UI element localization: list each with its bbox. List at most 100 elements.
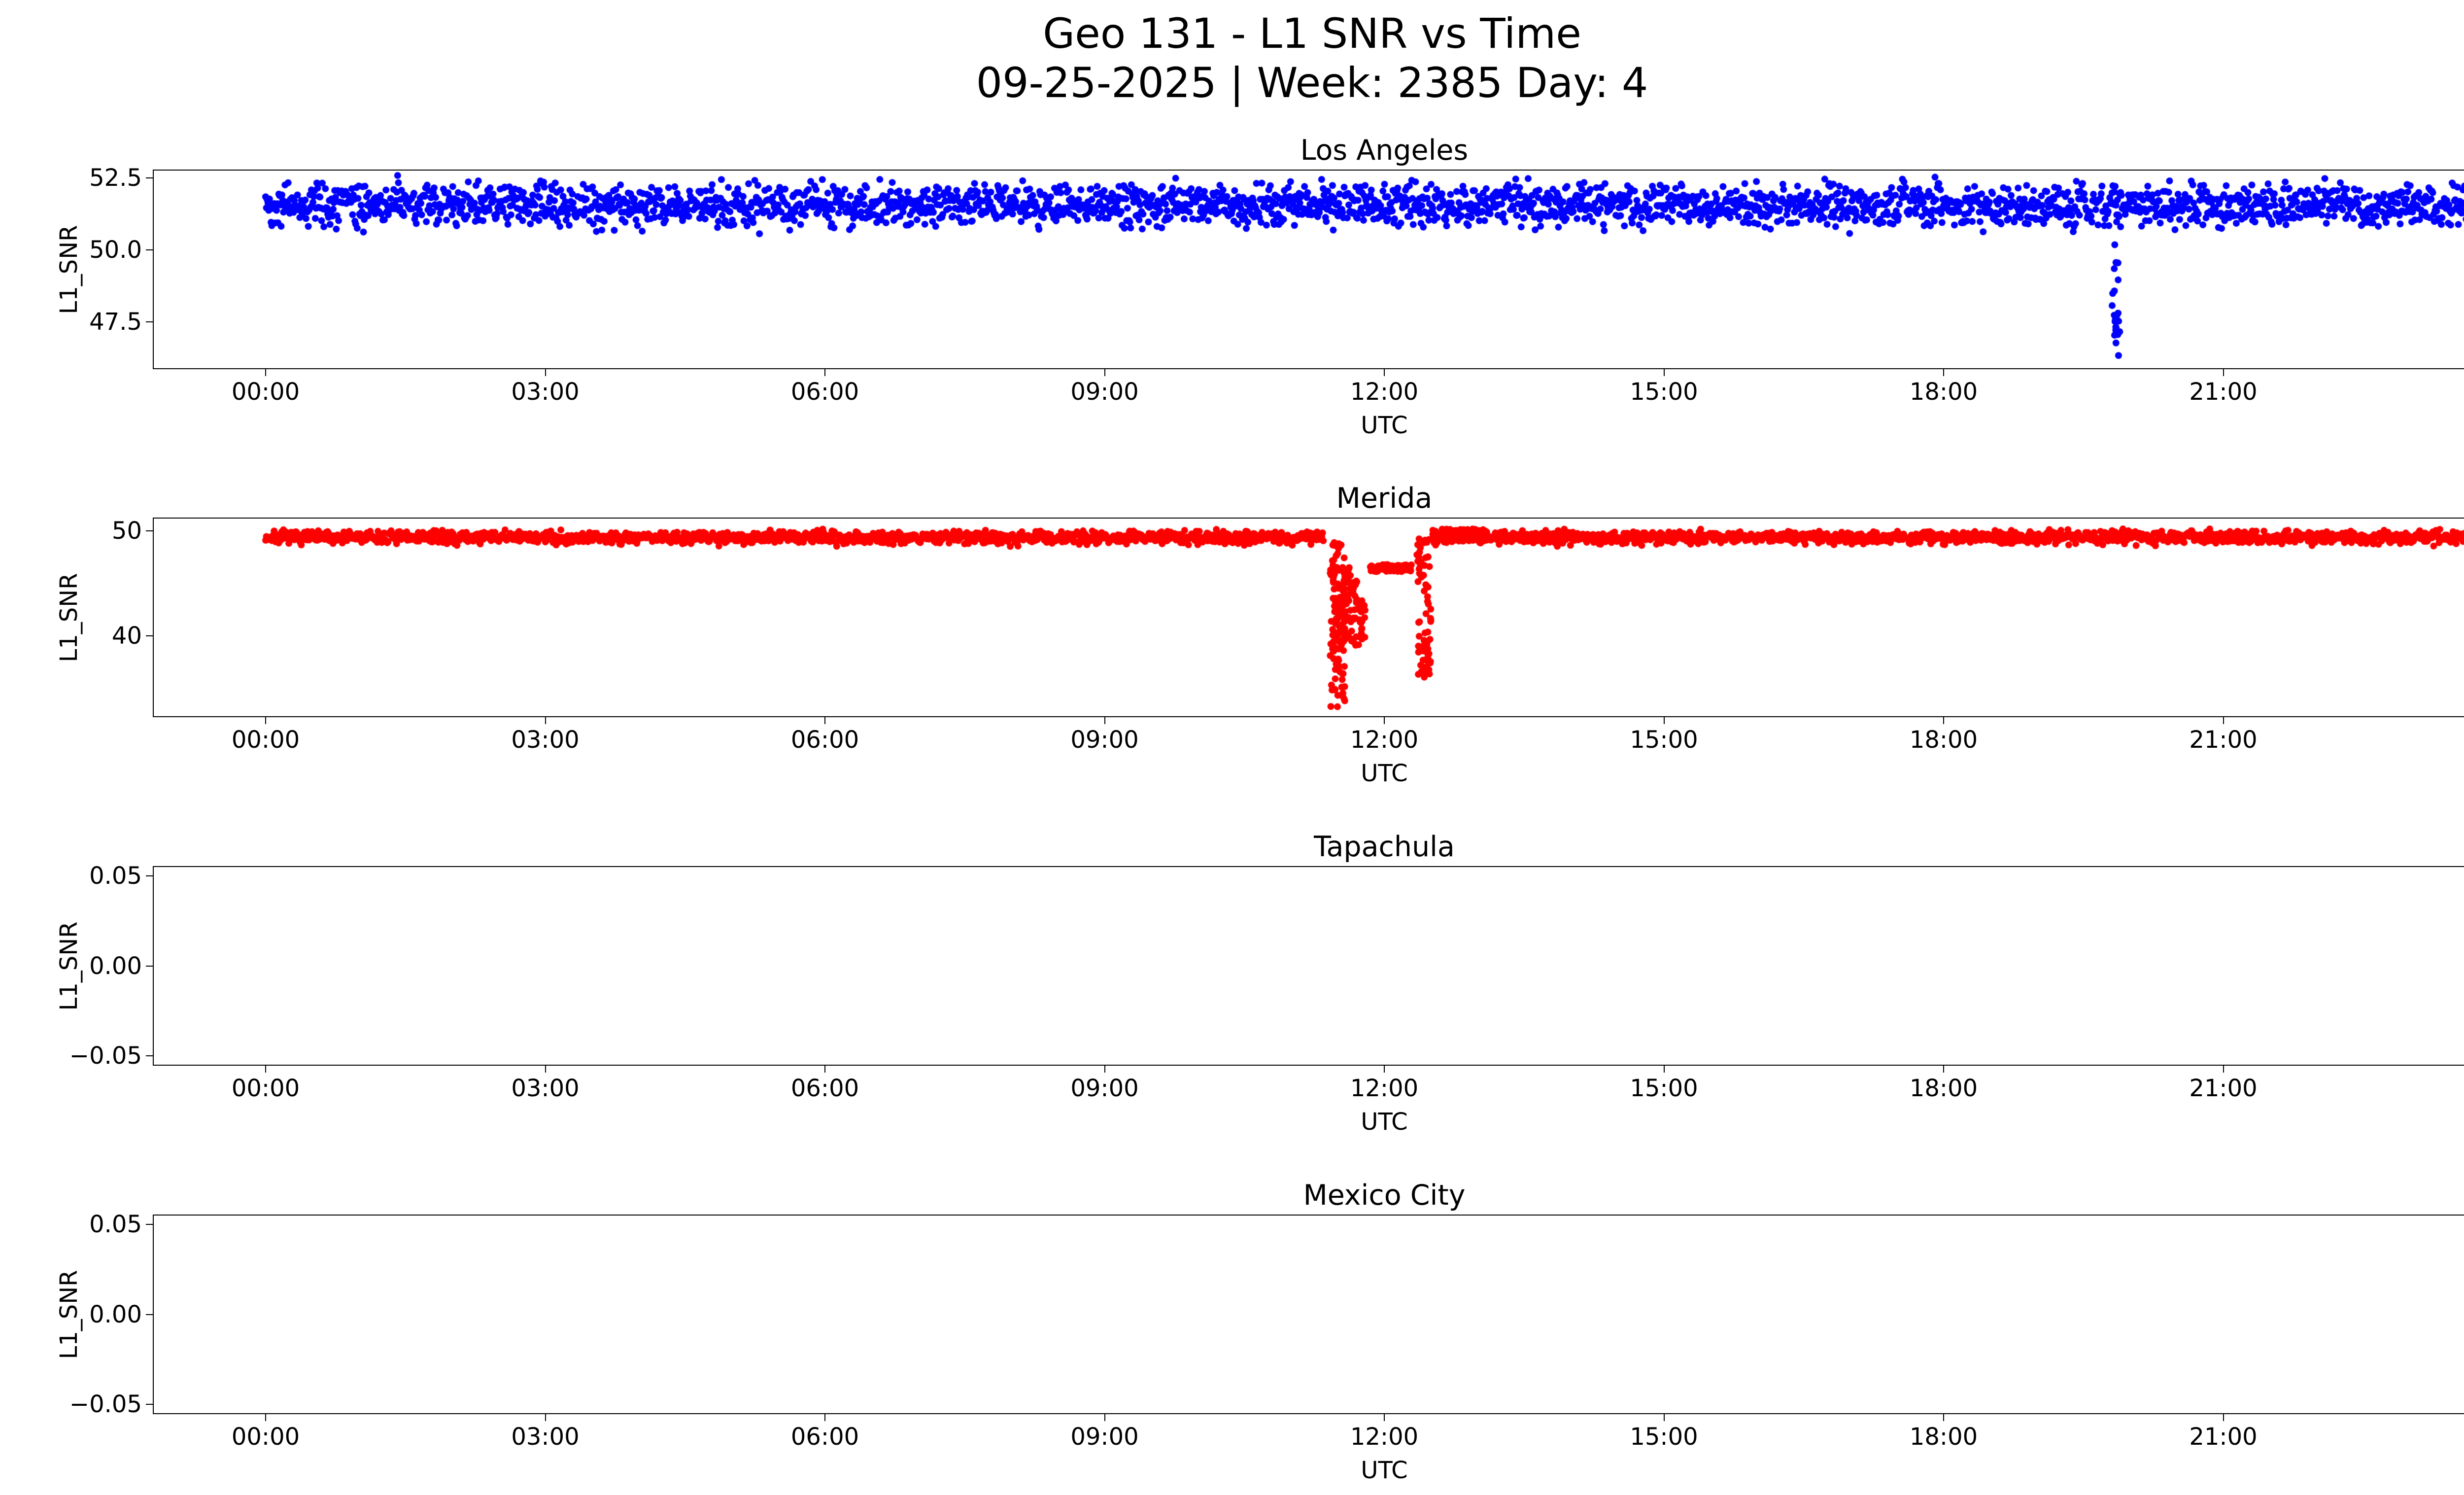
x-tick-label: 03:00 bbox=[511, 1423, 580, 1451]
x-tick-label: 12:00 bbox=[1350, 378, 1419, 406]
x-tick-label: 06:00 bbox=[790, 378, 859, 406]
subplot-title: Los Angeles bbox=[1300, 134, 1469, 167]
y-tick-label: 0.05 bbox=[89, 862, 142, 890]
x-tickmark bbox=[545, 1066, 546, 1073]
x-tick-label: 09:00 bbox=[1070, 1423, 1139, 1451]
x-tickmark bbox=[1943, 1066, 1944, 1073]
x-tick-label: 12:00 bbox=[1350, 1423, 1419, 1451]
x-tick-label: 18:00 bbox=[1909, 1423, 1978, 1451]
x-tickmark bbox=[1663, 369, 1665, 376]
figure-suptitle-line2: 09-25-2025 | Week: 2385 Day: 4 bbox=[976, 59, 1648, 107]
x-tickmark bbox=[545, 369, 546, 376]
y-tick-label: −0.05 bbox=[69, 1042, 142, 1070]
y-tickmark bbox=[146, 1055, 153, 1056]
x-tick-label: 15:00 bbox=[1630, 1423, 1698, 1451]
x-tickmark bbox=[1104, 1066, 1105, 1073]
x-tickmark bbox=[265, 717, 266, 724]
x-axis-label: UTC bbox=[1361, 1457, 1408, 1484]
x-tick-label: 03:00 bbox=[511, 726, 580, 754]
x-tickmark bbox=[265, 1414, 266, 1421]
y-axis-label: L1_SNR bbox=[55, 573, 83, 662]
y-tick-label: 50.0 bbox=[89, 236, 142, 264]
x-tickmark bbox=[1943, 369, 1944, 376]
x-tickmark bbox=[545, 717, 546, 724]
x-tick-label: 03:00 bbox=[511, 378, 580, 406]
x-axis-label: UTC bbox=[1361, 760, 1408, 787]
x-tick-label: 21:00 bbox=[2189, 726, 2258, 754]
x-tickmark bbox=[824, 1414, 825, 1421]
x-tickmark bbox=[2223, 1066, 2224, 1073]
x-axis-label: UTC bbox=[1361, 1108, 1408, 1136]
figure-suptitle-line1: Geo 131 - L1 SNR vs Time bbox=[1043, 9, 1581, 58]
x-tickmark bbox=[1663, 1066, 1665, 1073]
x-tick-label: 00:00 bbox=[2429, 726, 2464, 754]
y-tick-label: −0.05 bbox=[69, 1390, 142, 1418]
y-tickmark bbox=[146, 875, 153, 877]
x-axis-label: UTC bbox=[1361, 412, 1408, 439]
scatter-canvas bbox=[154, 519, 2464, 716]
y-tick-label: 40 bbox=[111, 622, 142, 650]
x-tickmark bbox=[1384, 1066, 1385, 1073]
x-tick-label: 21:00 bbox=[2189, 1075, 2258, 1102]
x-tickmark bbox=[1663, 1414, 1665, 1421]
y-tickmark bbox=[146, 635, 153, 636]
x-tick-label: 06:00 bbox=[790, 1075, 859, 1102]
x-tick-label: 06:00 bbox=[790, 1423, 859, 1451]
subplot-title: Mexico City bbox=[1303, 1179, 1466, 1212]
y-tickmark bbox=[146, 1224, 153, 1225]
y-tick-label: 0.00 bbox=[89, 1300, 142, 1328]
y-tickmark bbox=[146, 177, 153, 178]
plot-area bbox=[153, 1215, 2464, 1414]
y-tick-label: 50 bbox=[111, 517, 142, 545]
x-tick-label: 09:00 bbox=[1070, 726, 1139, 754]
x-tick-label: 18:00 bbox=[1909, 1075, 1978, 1102]
scatter-canvas bbox=[154, 171, 2464, 368]
x-tick-label: 00:00 bbox=[2429, 1075, 2464, 1102]
x-tick-label: 12:00 bbox=[1350, 1075, 1419, 1102]
x-tick-label: 15:00 bbox=[1630, 726, 1698, 754]
x-tick-label: 12:00 bbox=[1350, 726, 1419, 754]
y-tickmark bbox=[146, 321, 153, 323]
y-tickmark bbox=[146, 1314, 153, 1315]
subplot-title: Tapachula bbox=[1314, 831, 1455, 863]
y-tick-label: 0.00 bbox=[89, 952, 142, 980]
plot-area bbox=[153, 866, 2464, 1066]
x-tickmark bbox=[1384, 1414, 1385, 1421]
x-tickmark bbox=[1104, 369, 1105, 376]
x-tick-label: 03:00 bbox=[511, 1075, 580, 1102]
y-tick-label: 0.05 bbox=[89, 1211, 142, 1239]
x-tick-label: 00:00 bbox=[231, 726, 300, 754]
y-tickmark bbox=[146, 1403, 153, 1405]
x-tickmark bbox=[2223, 369, 2224, 376]
x-tick-label: 21:00 bbox=[2189, 1423, 2258, 1451]
x-tickmark bbox=[1384, 717, 1385, 724]
y-tickmark bbox=[146, 530, 153, 532]
x-tickmark bbox=[2223, 717, 2224, 724]
x-tick-label: 15:00 bbox=[1630, 378, 1698, 406]
x-tick-label: 00:00 bbox=[231, 1423, 300, 1451]
x-tickmark bbox=[1104, 1414, 1105, 1421]
x-tick-label: 18:00 bbox=[1909, 726, 1978, 754]
y-tickmark bbox=[146, 965, 153, 967]
y-tickmark bbox=[146, 249, 153, 250]
figure-suptitle: Geo 131 - L1 SNR vs Time 09-25-2025 | We… bbox=[0, 9, 2464, 107]
x-tickmark bbox=[1663, 717, 1665, 724]
x-tickmark bbox=[265, 369, 266, 376]
x-tick-label: 00:00 bbox=[2429, 378, 2464, 406]
x-tickmark bbox=[265, 1066, 266, 1073]
x-tickmark bbox=[1104, 717, 1105, 724]
x-tickmark bbox=[1943, 1414, 1944, 1421]
x-tick-label: 00:00 bbox=[2429, 1423, 2464, 1451]
x-tick-label: 00:00 bbox=[231, 378, 300, 406]
x-tick-label: 06:00 bbox=[790, 726, 859, 754]
x-tickmark bbox=[2223, 1414, 2224, 1421]
x-tickmark bbox=[545, 1414, 546, 1421]
x-tickmark bbox=[824, 717, 825, 724]
x-tick-label: 09:00 bbox=[1070, 1075, 1139, 1102]
x-tick-label: 21:00 bbox=[2189, 378, 2258, 406]
x-tick-label: 09:00 bbox=[1070, 378, 1139, 406]
x-tick-label: 15:00 bbox=[1630, 1075, 1698, 1102]
x-tickmark bbox=[824, 1066, 825, 1073]
x-tickmark bbox=[824, 369, 825, 376]
